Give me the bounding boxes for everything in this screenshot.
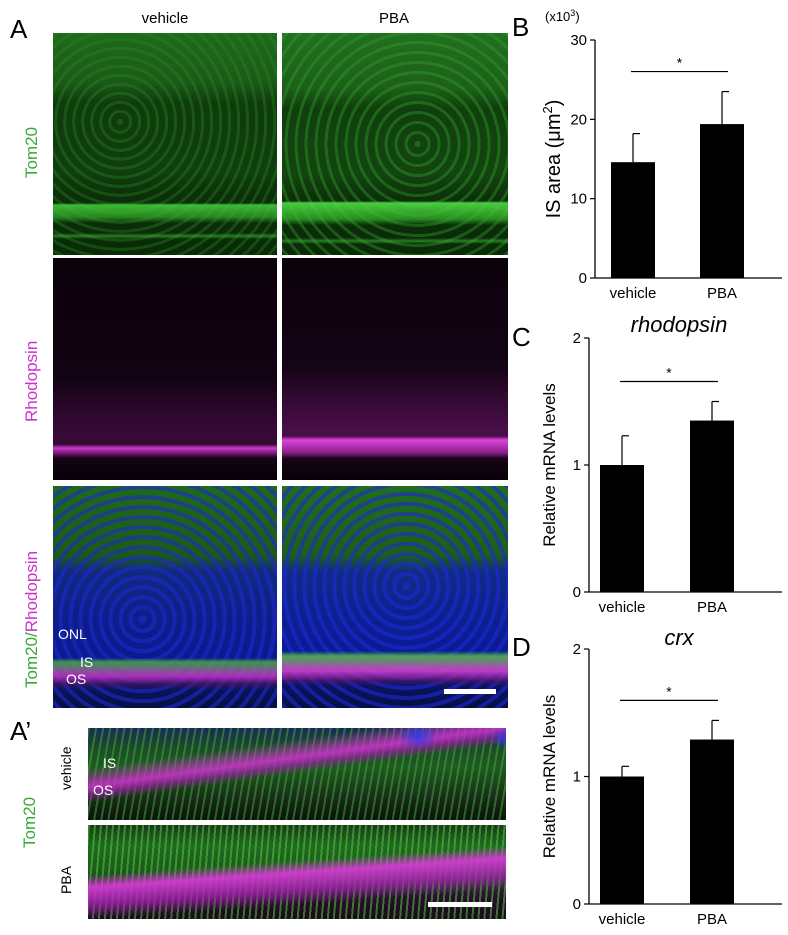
row-label-tom20: Tom20 [22,127,42,178]
y-tick-label-b-0: 0 [579,270,587,287]
y-tick-label-b-1: 10 [570,191,587,208]
chart-b: B 0 10 20 30 vehicle PBA * IS area (μm2) (x103) [512,8,782,302]
layer-tag-os: OS [66,671,87,687]
sub-label-vehicle: vehicle [58,746,74,790]
bar-c-pba [690,420,734,592]
bar-b-vehicle [611,162,655,278]
aprime-layer-tag-os: OS [93,782,114,798]
y-tick-label-c-0: 0 [573,584,581,601]
category-label-c-1: PBA [697,599,727,616]
significance-star-c: * [666,365,672,381]
column-header-pba: PBA [378,10,409,27]
row-label-tom20-aprime-text: Tom20 [20,796,39,848]
row-label-merge: Tom20/Rhodopsin [22,551,42,688]
micrograph-merge-pba [282,486,508,708]
merge-label-tom20: Tom20 [22,636,41,688]
significance-star-b: * [677,55,683,71]
scale-bar-a [444,689,496,694]
bar-b-pba [700,124,744,279]
category-label-b-1: PBA [707,285,737,302]
chart-title-c: rhodopsin [631,312,728,337]
y-tick-label-d-2: 2 [573,641,581,658]
category-label-d-1: PBA [697,911,727,928]
y-axis-label-b: IS area (μm2) [540,100,565,219]
panel-letter-d: D [512,632,531,662]
chart-d: D 0 1 2 vehicle PBA * Relative mRNA levels crx [512,625,782,928]
y-tick-label-d-1: 1 [573,769,581,786]
y-axis-label-d: Relative mRNA levels [540,695,559,858]
panel-letter-a: A [10,14,28,44]
multiplier-label-b: (x103) [545,8,580,24]
y-tick-label-c-2: 2 [573,330,581,347]
sub-label-pba: PBA [58,865,74,894]
row-label-tom20-aprime: Tom20 [20,797,40,848]
row-label-rhodopsin-text: Rhodopsin [22,340,41,422]
category-label-c-0: vehicle [599,599,646,616]
chart-c: C 0 1 2 vehicle PBA * Relative mRNA levels rhodo… [512,312,782,616]
y-axis-label-c: Relative mRNA levels [540,383,559,546]
chart-title-d: crx [664,625,694,650]
row-label-rhodopsin: Rhodopsin [22,341,42,422]
layer-tag-onl: ONL [58,626,87,642]
micrograph-merge-vehicle [53,486,277,708]
micrograph-aprime-vehicle [88,728,506,820]
y-tick-label-d-0: 0 [573,896,581,913]
merge-label-rhodopsin: Rhodopsin [22,550,41,633]
micrograph-tom20-vehicle [53,33,277,255]
panel-letter-b: B [512,12,529,42]
micrograph-rhodopsin-vehicle [53,258,277,480]
y-tick-label-c-1: 1 [573,457,581,474]
category-label-b-0: vehicle [610,285,657,302]
y-tick-label-b-2: 20 [570,111,587,128]
micrograph-tom20-pba [282,33,508,255]
significance-star-d: * [666,683,672,699]
aprime-layer-tag-is: IS [103,755,117,771]
scale-bar-aprime [428,902,492,907]
bar-c-vehicle [600,465,644,592]
bar-d-vehicle [600,776,644,904]
panel-letter-c: C [512,322,531,352]
row-label-tom20-text: Tom20 [22,126,41,178]
category-label-d-0: vehicle [599,911,646,928]
bar-d-pba [690,739,734,904]
column-header-vehicle: vehicle [141,10,189,27]
panel-letter-a-prime: A’ [10,716,32,746]
merge-label-slash: / [22,632,41,637]
y-tick-label-b-3: 30 [570,32,587,49]
micrograph-rhodopsin-pba [282,258,508,480]
layer-tag-is: IS [80,654,94,670]
